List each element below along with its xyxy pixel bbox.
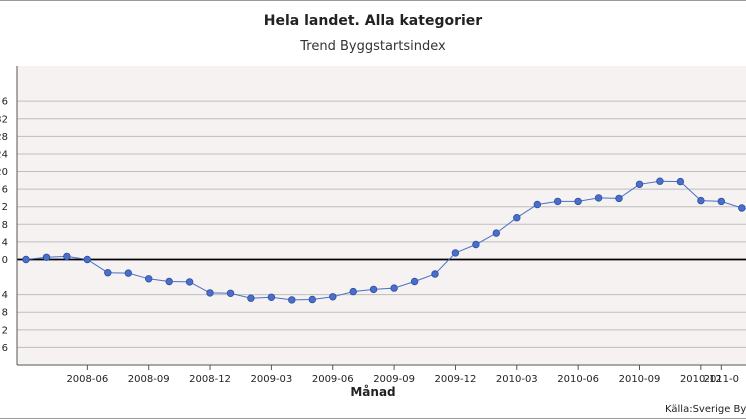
x-tick-label: 2008-09 (128, 374, 170, 385)
data-point (697, 196, 705, 205)
grid-lines (17, 100, 746, 348)
data-point (574, 197, 582, 206)
chart-subtitle: Trend Byggstartsindex (300, 39, 446, 54)
data-point (492, 229, 500, 237)
y-tick-label: 8 (2, 220, 8, 231)
data-point (247, 294, 255, 302)
x-tick-label: 2009-03 (251, 374, 293, 385)
data-point (124, 269, 132, 277)
x-tick-label: 2009-12 (435, 374, 477, 385)
chart-title: Hela landet. Alla kategorier (263, 13, 483, 29)
y-tick-label: 20 (0, 167, 8, 178)
y-tick-label: 2 (2, 325, 8, 336)
data-point (288, 296, 296, 304)
y-tick-label: 32 (0, 114, 8, 125)
data-point (410, 277, 419, 286)
data-point (738, 204, 746, 212)
data-point (329, 293, 337, 301)
data-point (165, 277, 173, 286)
data-point (42, 253, 51, 261)
x-tick-labels: 2008-06 2008-09 2008-12 2009-03 2009-06 2009-… (66, 365, 739, 385)
y-tick-label: 8 (2, 308, 8, 319)
y-tick-label: 0 (2, 255, 8, 266)
x-tick-label: 2010-12 (680, 374, 722, 385)
x-axis-label: Månad (350, 385, 396, 399)
data-point (349, 287, 357, 296)
data-point (206, 289, 214, 297)
y-tick-label: 28 (0, 132, 8, 143)
y-tick-labels: 628404826202428326 (0, 97, 8, 354)
data-point (185, 278, 194, 286)
data-point (615, 194, 623, 203)
x-tick-label: 2008-12 (189, 374, 231, 385)
data-point (533, 200, 541, 209)
source-note: Källa:Sverige Bygg (665, 404, 746, 415)
y-tick-label: 24 (0, 149, 8, 160)
x-tick-label: 2010-03 (496, 374, 538, 385)
x-tick-label: 2010-06 (557, 374, 599, 385)
data-point (717, 197, 725, 206)
data-point (390, 284, 398, 292)
data-point (104, 269, 112, 277)
x-tick-label: 2009-06 (312, 374, 354, 385)
data-point (63, 252, 71, 261)
data-point (83, 255, 91, 264)
x-tick-label: 2009-09 (373, 374, 415, 385)
data-point (656, 177, 664, 185)
data-point (594, 194, 603, 202)
data-point (144, 275, 153, 283)
data-point (635, 180, 644, 188)
y-tick-label: 4 (2, 237, 8, 248)
y-tick-label: 2 (2, 202, 8, 213)
y-tick-label: 6 (2, 343, 8, 354)
data-point (308, 295, 316, 304)
x-tick-label: 2010-09 (619, 374, 661, 385)
data-point (451, 249, 460, 257)
plot-area (17, 66, 746, 365)
data-point (369, 285, 378, 294)
data-point (472, 240, 480, 249)
y-tick-label: 4 (2, 290, 8, 301)
data-point (226, 289, 235, 297)
x-tick-label: 2011-0 (704, 374, 739, 385)
x-tick-label: 2008-06 (66, 374, 108, 385)
data-point (513, 213, 521, 222)
y-tick-label: 6 (2, 97, 8, 108)
data-point (676, 177, 685, 186)
data-point (267, 293, 276, 301)
data-point (431, 270, 439, 278)
data-points (22, 177, 746, 304)
data-point (554, 197, 562, 206)
y-tick-label: 6 (2, 185, 8, 196)
data-point (22, 255, 30, 264)
